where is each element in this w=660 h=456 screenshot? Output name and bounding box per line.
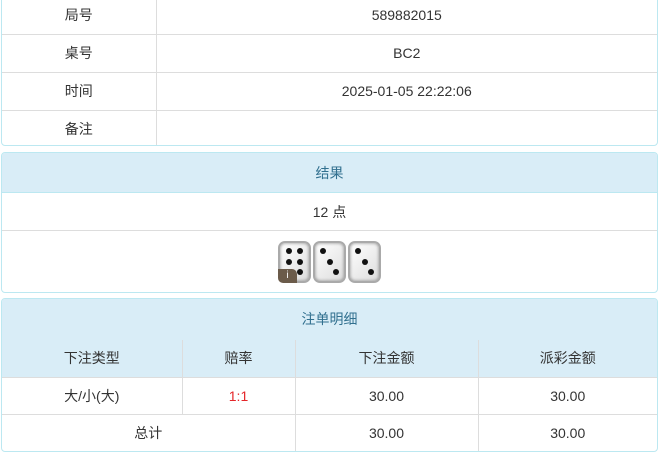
col-odds: 赔率 — [181, 340, 296, 378]
pip — [285, 247, 292, 254]
total-payout: 30.00 — [477, 413, 657, 451]
remark-value — [155, 109, 657, 145]
label: 时间 — [2, 71, 157, 111]
col-payout: 派彩金额 — [477, 340, 657, 378]
info-row-time: 时间 2025-01-05 22:22:06 — [2, 71, 657, 111]
die-6-icon: i — [278, 240, 311, 283]
total-label: 总计 — [2, 413, 296, 451]
pip — [319, 247, 326, 254]
result-points: 12 点 — [2, 193, 657, 231]
result-title: 结果 — [2, 153, 657, 193]
bet-details-panel: 注单明细 下注类型 赔率 下注金额 派彩金额 大/小(大) 1:1 30.00 … — [1, 298, 658, 452]
bet-amount: 30.00 — [294, 376, 479, 415]
dice-result: i — [2, 231, 657, 292]
info-row-remark: 备注 — [2, 109, 657, 145]
round-info-panel: 局号 589882015 桌号 BC2 时间 2025-01-05 22:22:06 … — [1, 0, 658, 146]
payout: 30.00 — [477, 376, 657, 415]
table-number: BC2 — [155, 33, 657, 73]
pip — [333, 269, 340, 276]
total-row: 总计 30.00 30.00 — [2, 413, 657, 451]
odds: 1:1 — [181, 376, 296, 415]
col-bet-type: 下注类型 — [2, 340, 183, 378]
die-3-icon — [348, 240, 381, 283]
pip — [326, 258, 333, 265]
column-headers: 下注类型 赔率 下注金额 派彩金额 — [2, 340, 657, 378]
die-3-icon — [313, 240, 346, 283]
round-number: 589882015 — [155, 0, 657, 35]
info-badge-icon[interactable]: i — [278, 268, 297, 283]
info-row-table: 桌号 BC2 — [2, 33, 657, 73]
table-row: 大/小(大) 1:1 30.00 30.00 — [2, 376, 657, 415]
pip — [368, 269, 375, 276]
total-amount: 30.00 — [294, 413, 479, 451]
col-bet-amount: 下注金额 — [294, 340, 479, 378]
pip — [354, 247, 361, 254]
result-panel: 结果 12 点 i — [1, 152, 658, 293]
label: 局号 — [2, 0, 157, 35]
pip — [285, 258, 292, 265]
bet-type: 大/小(大) — [2, 376, 183, 415]
pip — [297, 269, 304, 276]
pip — [297, 247, 304, 254]
label: 备注 — [2, 109, 157, 145]
pip — [361, 258, 368, 265]
label: 桌号 — [2, 33, 157, 73]
bet-details-title: 注单明细 — [2, 299, 657, 340]
time-value: 2025-01-05 22:22:06 — [155, 71, 657, 111]
pip — [297, 258, 304, 265]
info-row-round: 局号 589882015 — [2, 0, 657, 35]
